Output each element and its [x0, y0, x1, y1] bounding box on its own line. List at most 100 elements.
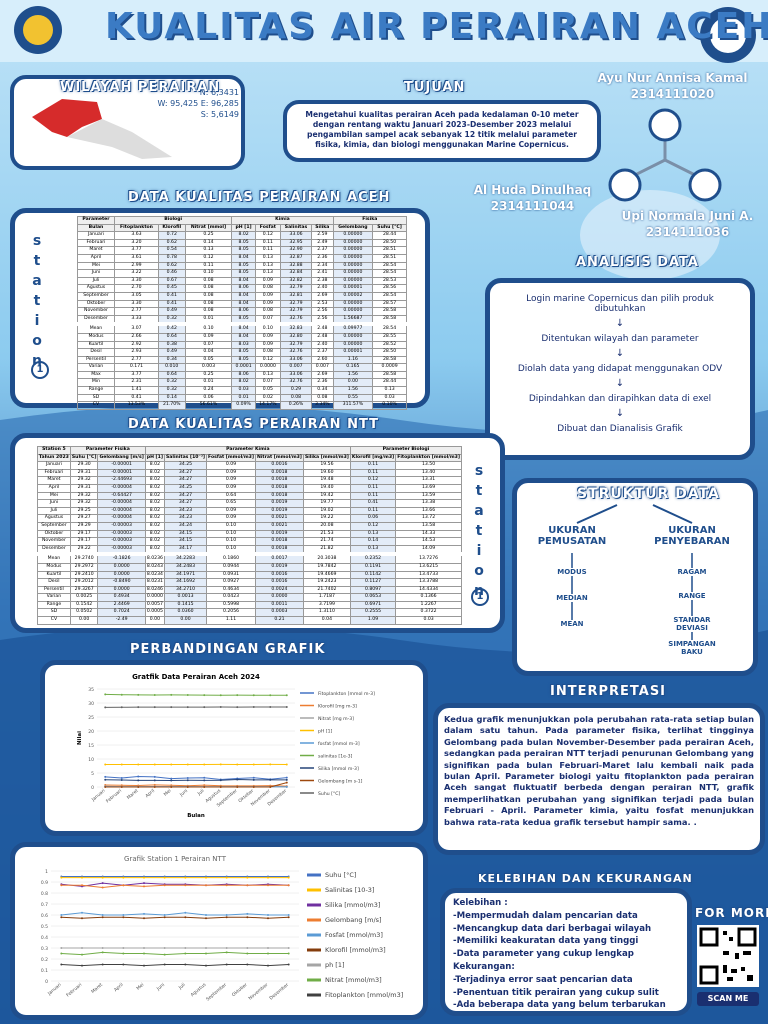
table-cell: 34.2483: [163, 562, 208, 572]
table-cell: 0.5998: [206, 600, 256, 610]
marker: [170, 784, 173, 787]
table-cell: 0.0000: [144, 593, 165, 602]
table-cell: 0.08: [184, 307, 233, 316]
marker: [219, 694, 222, 697]
marker: [122, 947, 125, 949]
table-cell: 0.00000: [332, 261, 374, 271]
ntt-box: Station 5 Parameter Fisika Parameter Kimia…: [10, 433, 505, 633]
table-cell: 0.10%: [372, 401, 407, 410]
table-cell: 8.04: [231, 276, 256, 286]
table-cell: Persentil: [77, 355, 115, 365]
table-cell: September: [37, 521, 71, 531]
table-cell: 32.76: [279, 378, 313, 388]
table-cell: 0.08: [184, 291, 233, 301]
x-tick-label: Mei: [135, 982, 145, 992]
table-cell: 0.0003: [254, 608, 304, 618]
table-cell: 0.003: [184, 363, 233, 372]
marker: [104, 706, 107, 709]
marker: [137, 779, 140, 782]
marker: [184, 952, 187, 955]
chart: Gratfik Data Perairan Aceh 2024 0 5 10 15 20 2…: [77, 673, 375, 819]
coord: N: 6,3431: [199, 88, 239, 97]
table-cell: 0.08: [254, 348, 281, 357]
marker: [246, 952, 249, 955]
column-header: Silika: [311, 223, 334, 233]
table-cell: 19.7842: [302, 562, 351, 572]
table-cell: 0.00: [332, 378, 374, 388]
marker: [186, 763, 189, 766]
table-cell: 0.14: [184, 238, 233, 248]
table-cell: 311.57%: [332, 401, 374, 410]
table-cell: 0.10: [184, 269, 233, 278]
x-tick-label: November: [247, 982, 269, 1002]
marker: [153, 763, 156, 766]
step: Dibuat dan Dianalisis Grafik: [557, 424, 683, 434]
marker: [143, 876, 145, 879]
table-cell: 2.36: [311, 378, 334, 388]
table-cell: 0.00000: [332, 253, 374, 263]
marker: [104, 778, 107, 781]
table-cell: 0.1415: [163, 600, 208, 610]
table-cell: 0.49: [157, 307, 186, 316]
table-cell: 0.0019: [254, 562, 304, 572]
marker: [153, 706, 156, 709]
column-header: Tahun 2023: [37, 453, 71, 463]
table-cell: -0.8490: [97, 578, 146, 587]
author-id: 2314111036: [645, 225, 730, 239]
tujuan-heading: TUJUAN: [404, 80, 466, 95]
table-cell: 0.09: [254, 299, 281, 309]
marker: [285, 705, 288, 708]
table-cell: 28.56: [372, 284, 407, 293]
marker: [219, 779, 222, 782]
table-cell: 0.64: [157, 332, 186, 342]
table-cell: 0.34: [311, 386, 334, 395]
table-cell: Oktober: [37, 529, 71, 539]
table-cell: 0.41: [113, 393, 159, 403]
table-cell: 0.65: [206, 499, 256, 508]
table-cell: 2.40: [311, 284, 334, 293]
table-row: Varian 0.171 0.010 0.003 0.0001 0.0000 0.007 0.…: [77, 363, 407, 372]
table-cell: 29.2012: [69, 578, 99, 587]
table-cell: 28.58: [372, 307, 407, 316]
marker: [60, 952, 63, 955]
marker: [186, 779, 189, 782]
table-cell: 29.31: [69, 468, 99, 478]
table-cell: 32.81: [279, 291, 313, 301]
table-cell: -0.1826: [97, 553, 146, 564]
column-header: Klorofil [mg/m3]: [349, 453, 397, 463]
table-cell: 0.00000: [332, 299, 374, 309]
line: [61, 882, 289, 887]
table-cell: 13.50: [395, 461, 462, 470]
table-cell: 8.02: [144, 537, 165, 546]
marker: [184, 916, 187, 919]
table-cell: 13.3788: [395, 578, 462, 587]
kelebihan-box: Kelebihan : -Mempermudah dalam pencarian …: [440, 888, 692, 1016]
line: [61, 916, 289, 919]
y-tick-label: 15: [88, 743, 94, 749]
table-cell: Juni: [37, 499, 71, 508]
station-label: station: [29, 233, 45, 373]
marker: [120, 777, 123, 780]
marker: [287, 876, 290, 879]
table-cell: 0.54: [157, 246, 186, 255]
table-cell: 0.32: [157, 378, 186, 388]
table-cell: 0.04: [302, 616, 351, 625]
table-cell: 0.62: [157, 238, 186, 248]
y-tick-label: 25: [88, 715, 94, 721]
table-cell: 2.56: [311, 307, 334, 316]
table-row: Oktober 29.17 -0.00003 8.02 34.15 0.10 0.0019 2…: [37, 529, 462, 539]
author: Al Huda Dinulhaq 2314111044: [470, 182, 595, 214]
table-cell: 0.0025: [69, 593, 99, 602]
group-header: Fisika: [332, 216, 408, 225]
table-cell: 0.04: [184, 348, 233, 357]
marker: [203, 779, 206, 782]
table-cell: -2.49: [97, 616, 146, 625]
table-cell: 3.61: [113, 253, 159, 263]
table-cell: 34.25: [163, 461, 208, 470]
table-cell: 34.27: [163, 491, 208, 501]
table-cell: 0.45: [157, 284, 186, 293]
x-tick-label: Juli: [177, 982, 187, 992]
marker: [184, 963, 187, 966]
table-cell: 0.32: [157, 314, 186, 325]
